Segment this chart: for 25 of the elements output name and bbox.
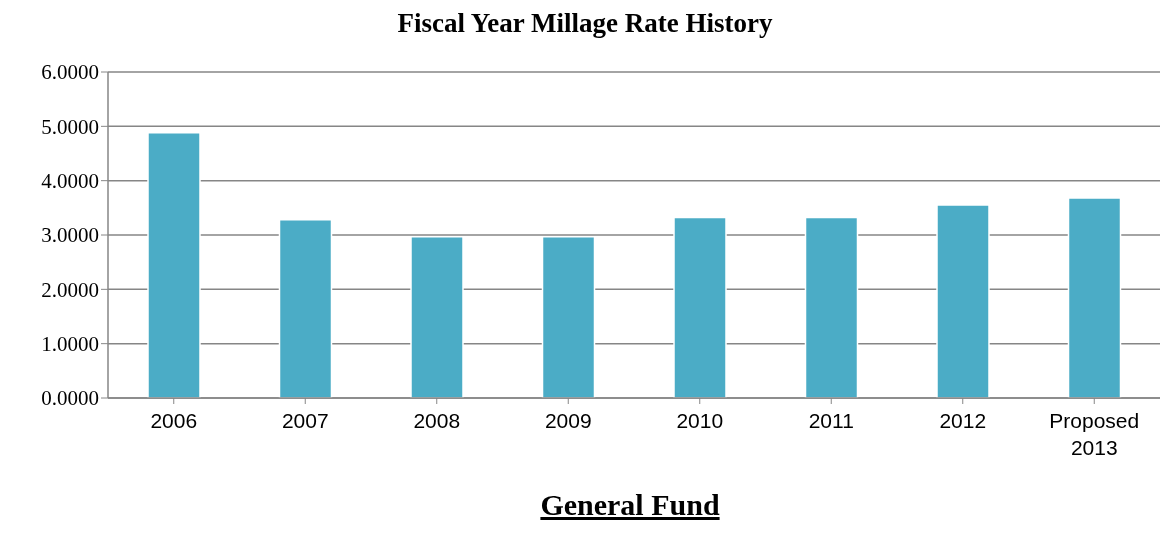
x-tick-label: Proposed 2013 [1049,409,1140,459]
x-tick-label: 2006 [150,409,198,432]
y-tick-label: 6.0000 [41,60,99,85]
x-tick-label: 2012 [939,409,987,432]
chart-title: Fiscal Year Millage Rate History [396,8,774,40]
y-tick-label: 4.0000 [41,169,99,194]
y-tick-label: 2.0000 [41,277,99,302]
bar [673,216,727,398]
x-tick-label: 2008 [413,409,461,432]
x-tick-label: 2011 [808,409,854,432]
y-tick-label: 1.0000 [41,332,99,357]
bar [804,216,859,398]
x-tick-label: 2010 [676,409,724,432]
y-tick-label: 0.0000 [41,386,99,411]
x-tick-label: 2007 [281,409,329,432]
bar [541,235,596,398]
y-tick-label: 3.0000 [41,223,99,248]
x-tick-label: 2009 [544,409,592,432]
bar [278,219,333,398]
text: General Fund [539,488,721,522]
bar [936,204,990,398]
bar [410,235,464,398]
y-tick-label: 5.0000 [41,114,99,139]
bar [147,132,201,398]
bar [1067,197,1122,398]
